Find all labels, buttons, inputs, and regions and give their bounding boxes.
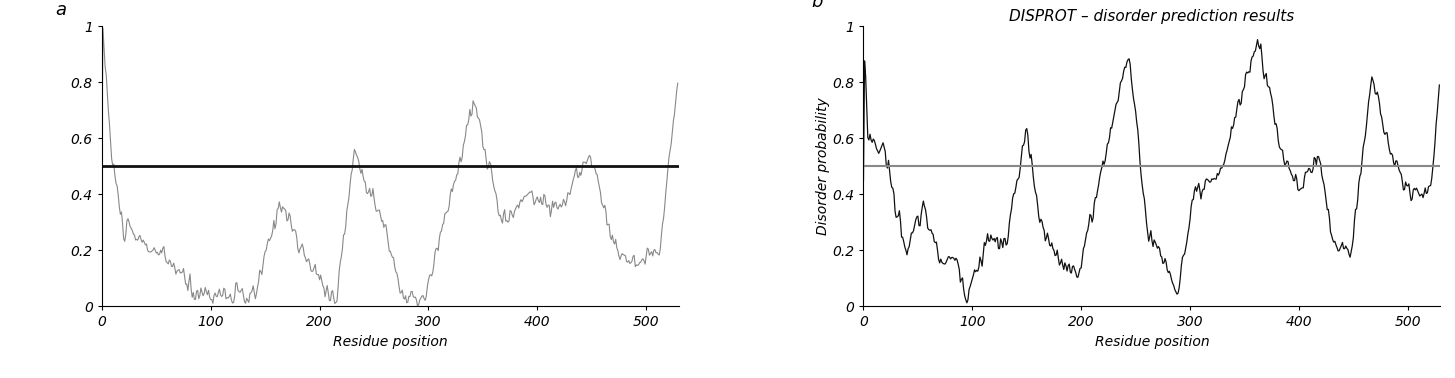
Text: a: a [55, 1, 67, 19]
X-axis label: Residue position: Residue position [1094, 335, 1209, 349]
X-axis label: Residue position: Residue position [333, 335, 448, 349]
Y-axis label: Disorder probability: Disorder probability [816, 98, 829, 235]
Text: b: b [812, 0, 824, 11]
Title: DISPROT – disorder prediction results: DISPROT – disorder prediction results [1010, 9, 1295, 24]
